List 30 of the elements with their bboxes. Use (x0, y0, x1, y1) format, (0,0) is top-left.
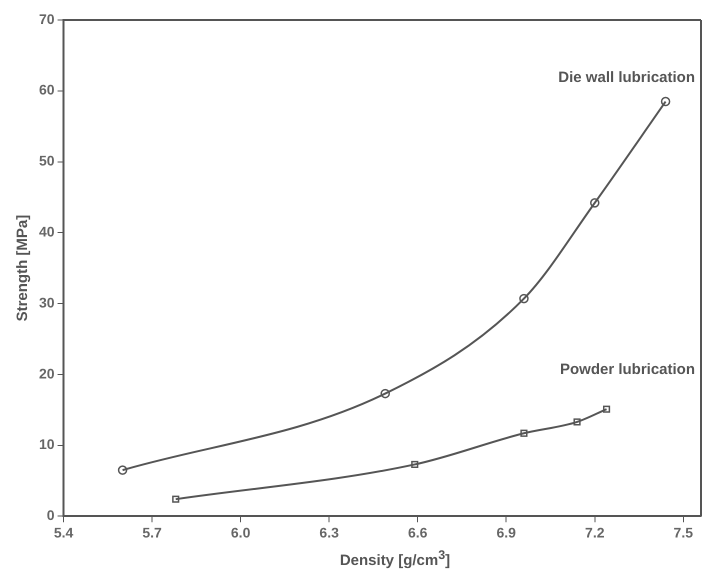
x-tick-label: 5.4 (54, 524, 74, 540)
text: Powder lubrication (560, 360, 695, 378)
y-tick-label: 60 (38, 82, 55, 98)
y-tick-label: 30 (38, 294, 55, 310)
point (519, 294, 529, 304)
point (602, 406, 610, 413)
y-tick-label: 20 (38, 365, 55, 382)
x-tick-label: 7.5 (674, 524, 694, 540)
y-tick-label: 50 (38, 152, 55, 169)
point (590, 198, 600, 208)
point (411, 460, 418, 468)
y-tick-label: 10 (38, 436, 55, 452)
series-label: Die wall lubrication (558, 69, 695, 86)
y-tick-label: 40 (38, 224, 55, 240)
x-tick-label: 6.3 (319, 524, 340, 540)
y-tick-label: 70 (38, 10, 55, 27)
x-tick-label: 7.2 (585, 524, 605, 540)
point (118, 465, 128, 475)
point (573, 418, 581, 426)
x-tick-label: 6.9 (496, 524, 516, 540)
y-tick-label: 0 (46, 507, 55, 524)
x-tick-label: 6.0 (230, 524, 251, 540)
point (172, 496, 180, 503)
point (520, 430, 528, 437)
point (380, 388, 390, 398)
x-tick-label: 6.6 (408, 524, 428, 540)
x-axis-title: Density [g/cm$^{3}$] (338, 548, 452, 569)
point (660, 96, 670, 106)
x-tick-label: 5.7 (142, 524, 162, 540)
y-axis-title: Strength [MPa] (14, 214, 32, 322)
